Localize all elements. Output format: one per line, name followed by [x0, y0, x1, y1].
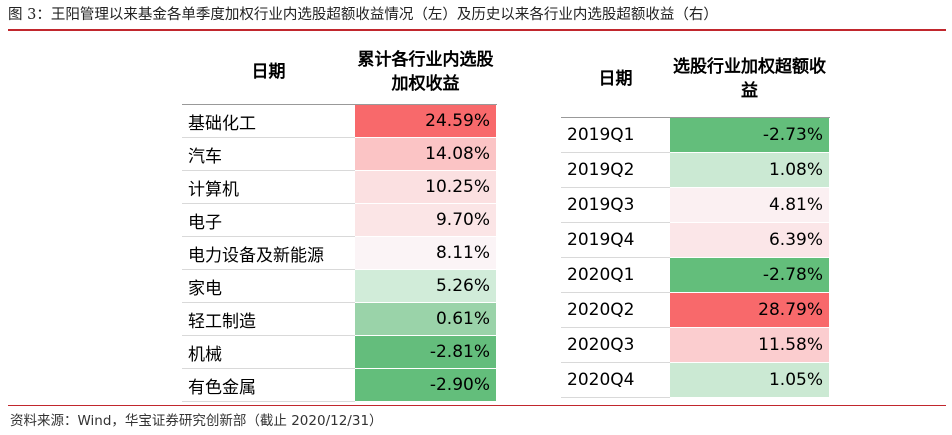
row-value: 11.58% — [669, 327, 830, 363]
right-header-date: 日期 — [561, 39, 670, 118]
right-table: 日期 选股行业加权超额收益 2019Q1 -2.73% 2019Q2 1.08% 201… — [561, 39, 830, 398]
left-header-row: 日期 累计各行业内选股加权收益 — [182, 39, 497, 105]
table-row: 2020Q2 28.79% — [561, 292, 830, 328]
row-value: 1.05% — [669, 362, 830, 398]
row-label: 基础化工 — [182, 104, 355, 138]
table-row: 家电 5.26% — [182, 269, 497, 303]
row-label: 2019Q3 — [561, 187, 670, 223]
figure-title: 图 3：王阳管理以来基金各单季度加权行业内选股超额收益情况（左）及历史以来各行业… — [8, 7, 718, 23]
row-label: 有色金属 — [182, 368, 355, 402]
row-label: 计算机 — [182, 170, 355, 204]
row-value: 9.70% — [354, 203, 497, 237]
table-row: 有色金属 -2.90% — [182, 368, 497, 402]
table-row: 2020Q4 1.05% — [561, 362, 830, 398]
row-label: 家电 — [182, 269, 355, 303]
row-label: 2019Q2 — [561, 152, 670, 188]
row-label: 2020Q1 — [561, 257, 670, 293]
row-value: 6.39% — [669, 222, 830, 258]
row-label: 2020Q2 — [561, 292, 670, 328]
source-note: 资料来源：Wind，华宝证券研究创新部（截止 2020/12/31） — [10, 413, 383, 429]
left-header-date: 日期 — [182, 39, 355, 105]
row-label: 机械 — [182, 335, 355, 369]
table-row: 汽车 14.08% — [182, 137, 497, 171]
row-value: -2.78% — [669, 257, 830, 293]
row-value: 5.26% — [354, 269, 497, 303]
right-header-value: 选股行业加权超额收益 — [669, 39, 830, 118]
row-label: 汽车 — [182, 137, 355, 171]
row-label: 2019Q4 — [561, 222, 670, 258]
bottom-divider — [8, 405, 946, 406]
table-row: 2019Q2 1.08% — [561, 152, 830, 188]
table-row: 电力设备及新能源 8.11% — [182, 236, 497, 270]
row-label: 2019Q1 — [561, 117, 670, 153]
table-row: 基础化工 24.59% — [182, 104, 497, 138]
row-label: 2020Q4 — [561, 362, 670, 398]
table-row: 2020Q1 -2.78% — [561, 257, 830, 293]
row-label: 电子 — [182, 203, 355, 237]
row-value: 24.59% — [354, 104, 497, 138]
table-row: 2019Q4 6.39% — [561, 222, 830, 258]
table-row: 2020Q3 11.58% — [561, 327, 830, 363]
row-label: 轻工制造 — [182, 302, 355, 336]
row-value: 0.61% — [354, 302, 497, 336]
left-table: 日期 累计各行业内选股加权收益 基础化工 24.59% 汽车 14.08% 计算机 10.… — [182, 39, 497, 402]
table-row: 2019Q3 4.81% — [561, 187, 830, 223]
row-value: -2.73% — [669, 117, 830, 153]
row-value: 1.08% — [669, 152, 830, 188]
row-value: 14.08% — [354, 137, 497, 171]
row-value: 10.25% — [354, 170, 497, 204]
table-row: 机械 -2.81% — [182, 335, 497, 369]
table-row: 2019Q1 -2.73% — [561, 117, 830, 153]
row-label: 2020Q3 — [561, 327, 670, 363]
row-label: 电力设备及新能源 — [182, 236, 355, 270]
row-value: 4.81% — [669, 187, 830, 223]
row-value: -2.81% — [354, 335, 497, 369]
row-value: -2.90% — [354, 368, 497, 402]
right-header-row: 日期 选股行业加权超额收益 — [561, 39, 830, 118]
top-divider — [8, 29, 946, 31]
table-row: 轻工制造 0.61% — [182, 302, 497, 336]
table-row: 计算机 10.25% — [182, 170, 497, 204]
table-row: 电子 9.70% — [182, 203, 497, 237]
row-value: 8.11% — [354, 236, 497, 270]
row-value: 28.79% — [669, 292, 830, 328]
left-header-value: 累计各行业内选股加权收益 — [354, 39, 497, 105]
